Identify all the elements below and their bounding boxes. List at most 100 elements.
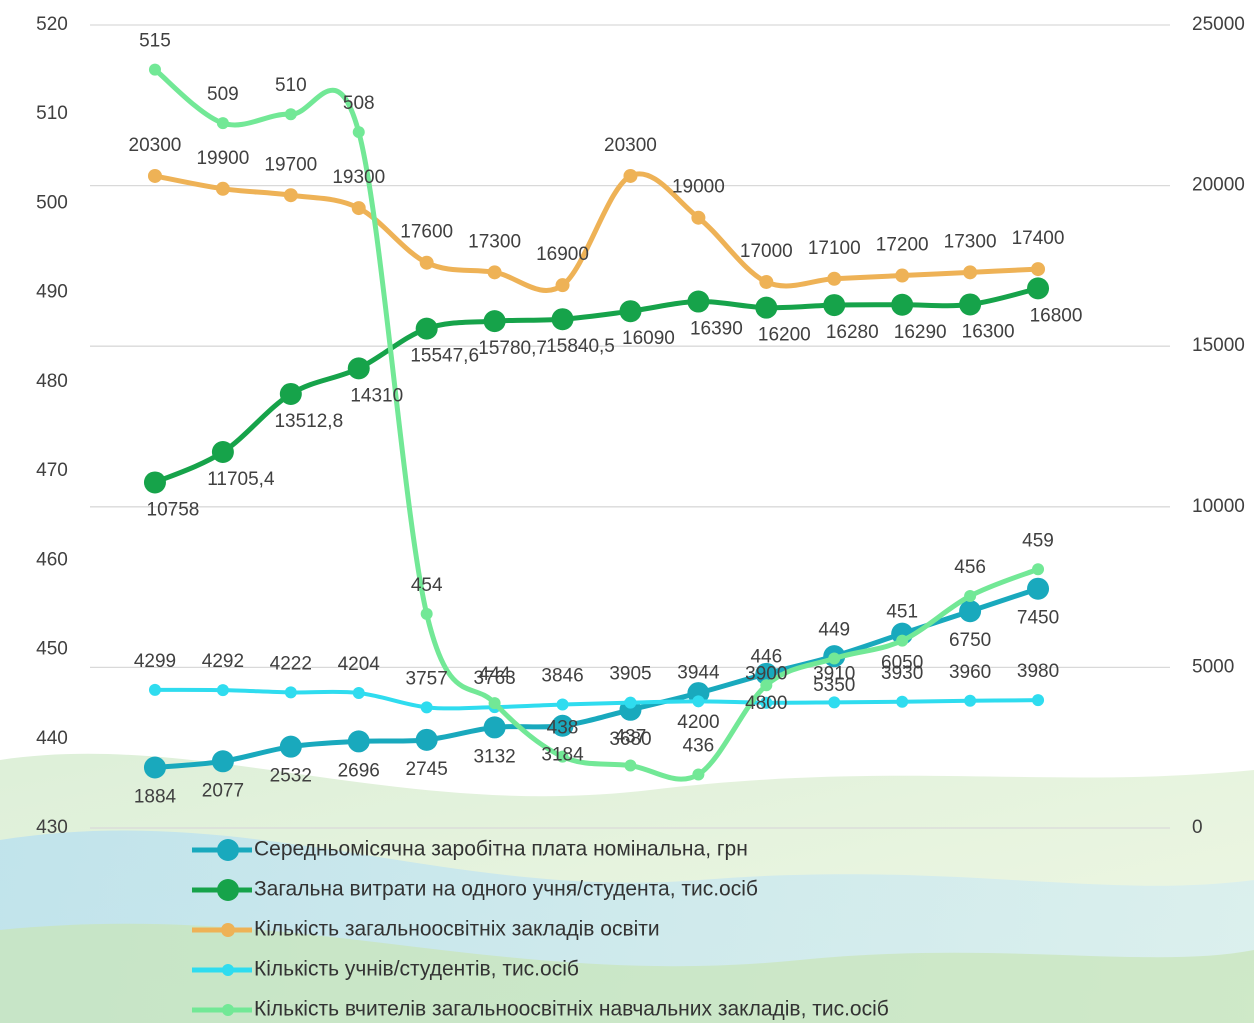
data-point [959,293,982,316]
data-label: 16200 [758,325,811,346]
data-point [959,600,982,623]
data-label: 3132 [473,746,515,767]
grid: 430 440 450 460 470 480 490 500 510 520 0 5000 10000… [36,14,1245,838]
y2-tick-label: 5000 [1192,656,1234,677]
data-point [828,652,841,665]
data-point [623,168,638,183]
data-label: 4292 [202,651,244,672]
data-point [487,265,502,280]
data-label: 4800 [745,693,787,714]
data-point [415,728,438,751]
data-label: 459 [1022,530,1054,551]
data-label: 16090 [622,328,675,349]
data-label: 1884 [134,787,177,808]
data-label: 3900 [745,664,787,685]
data-label: 510 [275,75,307,96]
y-tick-label: 500 [36,192,68,213]
data-label: 7450 [1017,608,1059,629]
data-label: 454 [411,575,443,596]
y2-tick-label: 10000 [1192,496,1245,517]
data-label: 3846 [541,665,583,686]
data-point [284,686,297,699]
y-tick-label: 510 [36,103,68,124]
data-label: 508 [343,93,375,114]
data-label: 3944 [677,662,720,683]
data-point [283,188,298,203]
data-point [692,695,705,708]
data-label: 436 [683,735,715,756]
legend-marker [222,1004,234,1016]
data-label: 3757 [406,668,448,689]
data-label: 13512,8 [274,411,343,432]
legend-label: Загальна витрати на одного учня/студента… [254,878,758,901]
data-label: 438 [547,718,579,739]
data-point [143,756,166,779]
data-label: 19000 [672,177,725,198]
y-tick-label: 430 [36,817,68,838]
data-point [415,317,438,340]
data-label: 6750 [949,630,991,651]
data-label: 17300 [468,231,521,252]
data-point [891,293,914,316]
data-point [551,308,574,331]
data-label: 16390 [690,319,743,340]
data-label: 16290 [894,322,947,343]
y-tick-label: 490 [36,282,68,303]
y-tick-label: 520 [36,14,68,35]
data-point [687,290,710,313]
data-point [556,750,569,763]
data-point [1032,563,1045,576]
data-point [555,278,570,293]
data-point [279,382,302,405]
y2-tick-label: 15000 [1192,335,1245,356]
data-label: 509 [207,84,239,105]
data-label: 14310 [350,385,403,406]
data-label: 3905 [609,664,651,685]
data-label: 17400 [1012,228,1065,249]
y2-tick-label: 0 [1192,817,1203,838]
legend-marker [222,964,234,976]
data-label: 3910 [813,663,855,684]
data-label: 2745 [406,759,448,780]
data-point [556,698,569,711]
data-label: 456 [954,557,986,578]
data-label: 19900 [196,148,249,169]
legend-marker [217,879,239,901]
y-tick-label: 440 [36,728,68,749]
legend-marker [221,923,235,937]
data-point [624,759,637,772]
data-point [963,265,978,280]
data-label: 4204 [338,654,381,675]
data-label: 446 [750,646,782,667]
data-point [964,590,977,603]
data-label: 10758 [147,499,200,520]
data-label: 19300 [332,167,385,188]
data-label: 17200 [876,235,929,256]
data-point [216,684,229,697]
legend-marker [217,839,239,861]
series-lines [143,63,1050,782]
data-label: 3930 [881,663,923,684]
data-label: 16800 [1030,305,1083,326]
data-label: 15547,6 [410,346,479,367]
y2-tick-label: 25000 [1192,14,1245,35]
data-point [279,735,302,758]
data-label: 4200 [677,712,719,733]
data-label: 449 [818,619,850,640]
data-label: 17100 [808,238,861,259]
data-label: 19700 [264,154,317,175]
data-point [1032,694,1045,707]
data-label: 444 [479,664,511,685]
legend: Середньомісячна заробітна плата номіналь… [192,838,889,1021]
data-label: 3184 [541,745,584,766]
data-label: 17300 [944,231,997,252]
data-label: 451 [886,602,918,623]
data-point [351,201,366,216]
data-point [759,274,774,289]
data-point [211,441,234,464]
data-label: 11705,4 [207,469,275,490]
data-label: 4299 [134,651,176,672]
data-label: 437 [615,727,647,748]
data-point [687,682,710,705]
